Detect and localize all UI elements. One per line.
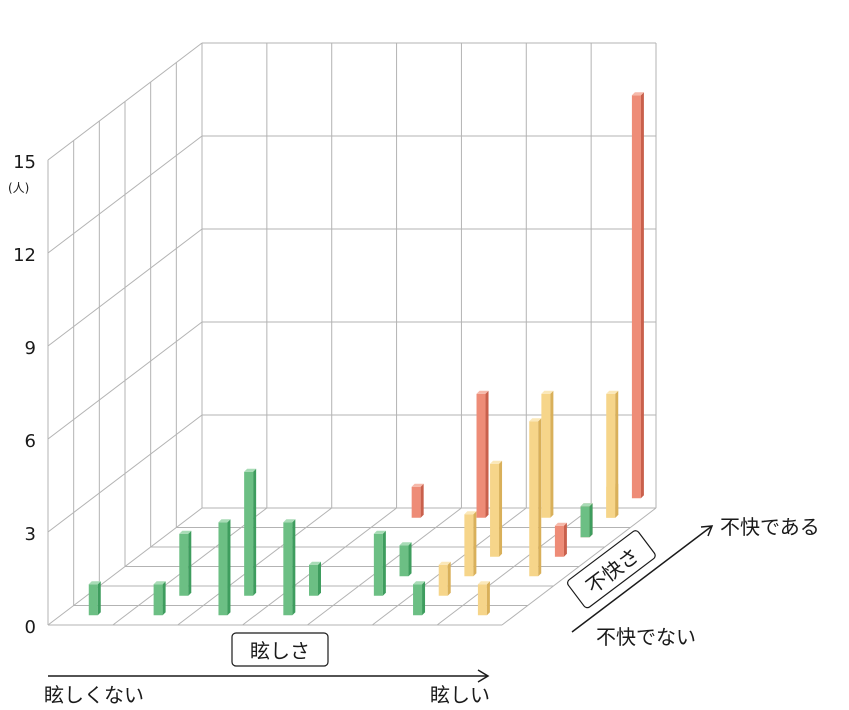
bar [411, 483, 424, 518]
bar [244, 468, 257, 596]
bar [179, 530, 192, 596]
y-unit-label: (人) [8, 181, 29, 195]
y-tick-label-12: 12 [13, 245, 36, 266]
bar [218, 519, 231, 616]
bar [529, 418, 542, 577]
bar [541, 390, 554, 518]
bar [438, 561, 451, 596]
bar [153, 581, 166, 616]
bar [554, 522, 567, 557]
bar [476, 390, 489, 518]
y-tick-label-9: 9 [25, 338, 36, 359]
y-tick-label-3: 3 [25, 524, 36, 545]
bar [88, 581, 101, 616]
x-axis-arrow [48, 669, 490, 683]
bar [464, 511, 477, 577]
z-axis-low-label: 不快でない [596, 625, 696, 649]
bar [490, 460, 503, 557]
z-axis-title-box: 不快さ [567, 530, 656, 609]
x-axis-title: 眩しさ [250, 639, 310, 663]
z-axis-high-label: 不快である [720, 515, 820, 539]
y-tick-label-15: 15 [13, 152, 36, 173]
bar [413, 581, 426, 616]
bar [477, 581, 490, 616]
bars [88, 92, 644, 616]
y-axis: 0 3 6 9 12 15 (人) [8, 152, 36, 638]
bar [283, 519, 296, 616]
floor-gridline [501, 507, 657, 626]
bar [399, 542, 412, 577]
bar [580, 503, 593, 538]
x-axis-title-box: 眩しさ [231, 632, 329, 667]
bar [309, 561, 321, 596]
x-axis-high-label: 眩しい [430, 683, 490, 707]
y-tick-label-0: 0 [25, 617, 36, 638]
bar [631, 92, 644, 499]
y-tick-label-6: 6 [25, 431, 36, 452]
bar [606, 390, 619, 518]
x-axis-low-label: 眩しくない [44, 683, 144, 707]
z-axis-arrow [571, 525, 714, 633]
bar [373, 530, 386, 596]
